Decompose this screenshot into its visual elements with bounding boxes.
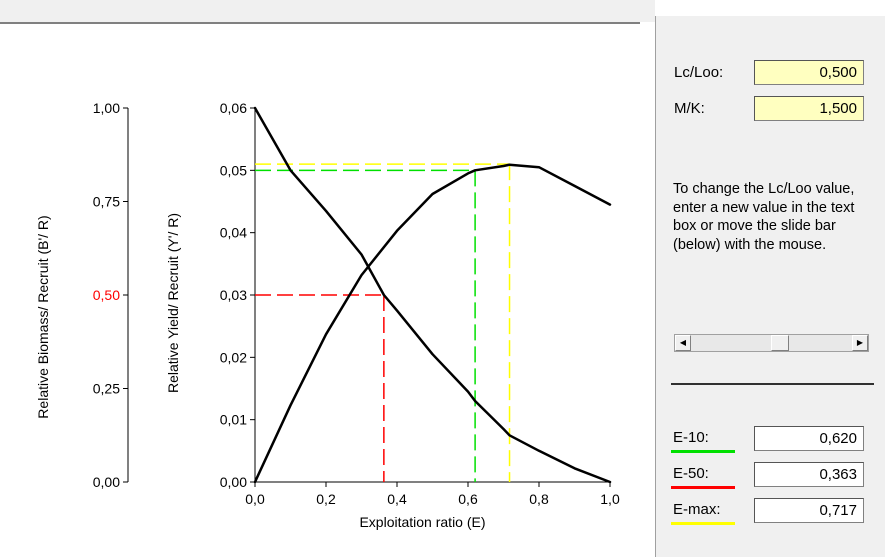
e10-value[interactable]: 0,620 [754, 426, 864, 451]
y-tick-label: 0,00 [220, 474, 247, 490]
y-tick-label: 0,06 [220, 100, 247, 116]
yield-per-recruit-curve [253, 163, 612, 484]
y-tick-label: 0,05 [220, 162, 247, 178]
top-divider [0, 22, 640, 24]
y-tick-label: 0,02 [220, 349, 247, 365]
x-tick-label: 1,0 [600, 491, 620, 507]
x-tick-label: 0,8 [529, 491, 549, 507]
x-tick-label: 0,2 [316, 491, 336, 507]
y-tick-label: 0,03 [220, 287, 247, 303]
lc-loo-slider[interactable]: ◀ ▶ [674, 334, 869, 352]
y2-tick-label: 0,00 [93, 474, 120, 490]
x-tick-label: 0,0 [245, 491, 265, 507]
e50-label: E-50: [673, 465, 709, 482]
y2-axis-title: Relative Biomass/ Recruit (B'/ R) [35, 215, 51, 418]
slider-thumb[interactable] [771, 335, 789, 351]
lc-loo-label: Lc/Loo: [674, 64, 724, 81]
top-strip [0, 0, 655, 22]
scroll-right-arrow-icon[interactable]: ▶ [852, 335, 868, 351]
e10-color-line [671, 450, 735, 453]
emax-label: E-max: [673, 501, 721, 518]
x-tick-label: 0,6 [458, 491, 478, 507]
biomass-per-recruit-curve [253, 106, 612, 484]
yield-biomass-chart: 0,0 0,2 0,4 0,6 0,8 1,0 0,00 0,01 0,02 0,03 0,04 0,… [35, 100, 620, 530]
x-tick-label: 0,4 [387, 491, 407, 507]
mk-label: M/K: [674, 100, 705, 117]
scroll-left-arrow-icon[interactable]: ◀ [675, 335, 691, 351]
help-text: To change the Lc/Loo value, enter a new … [673, 181, 855, 253]
lc-loo-input[interactable]: 0,500 [754, 60, 864, 85]
emax-value[interactable]: 0,717 [754, 498, 864, 523]
y-tick-label: 0,01 [220, 412, 247, 428]
e10-label: E-10: [673, 429, 709, 446]
e50-value[interactable]: 0,363 [754, 462, 864, 487]
y2-tick-label: 0,50 [93, 287, 120, 303]
y-axis-title: Relative Yield/ Recruit (Y'/ R) [165, 213, 181, 393]
panel-divider [671, 383, 874, 385]
y2-tick-label: 1,00 [93, 100, 120, 116]
y-tick-label: 0,04 [220, 225, 247, 241]
e50-color-line [671, 486, 735, 489]
x-axis-title: Exploitation ratio (E) [359, 514, 485, 530]
y2-tick-label: 0,25 [93, 381, 120, 397]
emax-color-line [671, 522, 735, 525]
mk-input[interactable]: 1,500 [754, 96, 864, 121]
parameter-panel: Lc/Loo: 0,500 M/K: 1,500 To change the L… [655, 16, 885, 557]
y2-tick-label: 0,75 [93, 194, 120, 210]
